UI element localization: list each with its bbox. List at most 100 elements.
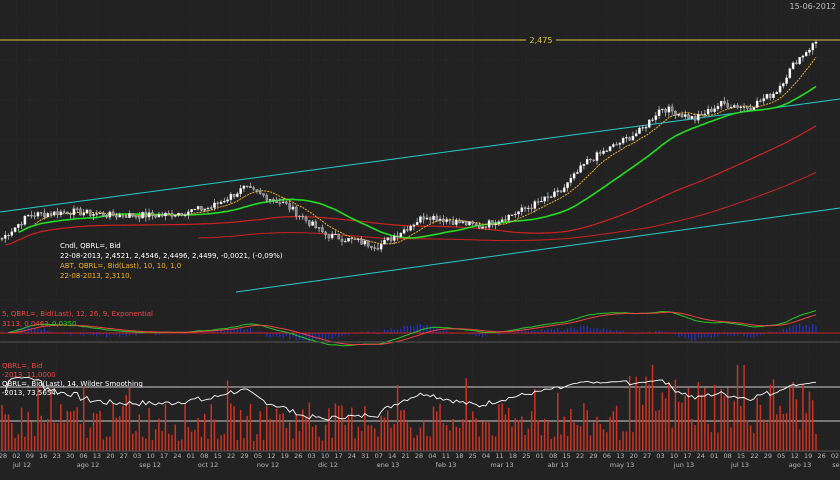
volume-label-a: QBRL=, Bid [2,362,43,370]
candle-body [716,106,720,109]
candle-body [105,216,108,218]
candle-body [255,189,259,192]
candle-body [703,113,707,115]
candle-body [330,233,334,239]
x-tick-label: 07 [375,452,383,460]
candle-body [259,191,262,194]
x-tick-label: 05 [254,452,262,460]
macd-values-a: 3113, 0,0463, [2,320,51,328]
candle-body [167,212,170,215]
legend-line-4: 22-08-2013, 2,3110, [60,272,132,280]
candle-body [226,199,229,202]
candle-body [491,220,494,225]
x-tick-label: 12 [791,452,799,460]
candle-body [183,214,187,216]
candle-body [644,127,648,129]
candle-body [314,221,318,229]
candle-body [504,219,507,221]
candle-body [697,114,700,121]
candle-body [759,100,762,102]
candle-body [409,226,412,231]
x-tick-label: 17 [334,452,342,460]
candle-body [128,213,131,218]
x-tick-label: 04 [482,452,490,460]
candle-body [46,213,50,217]
candle-body [657,109,661,116]
candle-body [85,209,89,214]
candle-body [291,206,295,210]
candle-body [190,209,193,212]
candle-body [746,106,749,109]
x-tick-label: 20 [630,452,638,460]
candle-body [10,231,14,236]
candle-body [7,234,10,237]
x-tick-label: 17 [683,452,691,460]
candle-body [245,185,249,187]
candle-body [556,190,559,192]
x-tick-label: 03 [308,452,316,460]
candle-body [687,114,690,119]
candle-body [478,224,481,229]
candle-body [278,202,282,204]
candle-body [683,114,687,117]
candle-body [56,211,59,216]
candle-body [621,138,625,144]
candle-body [749,108,752,110]
candle-body [634,133,638,137]
candle-body [406,229,409,231]
candle-body [595,152,599,161]
candle-body [674,110,677,116]
candle-body [49,213,53,216]
candle-body [187,211,190,216]
candle-body [608,146,612,152]
candle-body [667,106,671,113]
candle-body [393,235,396,241]
candle-body [517,211,520,215]
candle-body [386,237,390,241]
candle-body [471,221,474,224]
macd-line [8,310,817,347]
candle-body [451,220,455,225]
candle-body [108,211,112,218]
candle-body [376,247,380,250]
x-tick-label: 08 [724,452,732,460]
x-month-label: se [832,461,839,469]
rsi-label-b: -2013, 73,5654 [2,389,56,397]
candle-body [124,216,128,218]
volume-bars [1,365,817,451]
candle-body [216,202,220,204]
candle-body [736,105,739,108]
candle-body [412,224,416,227]
x-tick-label: 24 [173,452,181,460]
candle-body [641,127,644,129]
candle-body [347,238,350,242]
candle-body [765,94,769,99]
candle-body [798,57,801,65]
candle-body [317,227,321,229]
candle-body [543,196,546,202]
candle-body [75,208,79,210]
x-tick-label: 26 [817,452,825,460]
candle-body [729,107,733,109]
candles-group [0,39,818,253]
candle-body [618,142,622,145]
candle-body [196,206,200,210]
candle-body [576,172,579,174]
candle-body [631,135,635,141]
candle-body [232,194,236,197]
candle-body [628,137,631,141]
candle-body [285,201,288,204]
x-tick-label: 06 [603,452,611,460]
candle-body [340,238,344,242]
candle-body [262,193,265,196]
candle-body [66,211,69,214]
candle-body [782,83,785,87]
x-tick-label: 28 [415,452,423,460]
candle-body [396,235,399,238]
candle-body [121,214,125,217]
x-tick-label: 29 [240,452,248,460]
candle-body [164,212,167,217]
candle-body [638,127,641,134]
candle-body [523,207,527,209]
candle-body [304,216,308,221]
